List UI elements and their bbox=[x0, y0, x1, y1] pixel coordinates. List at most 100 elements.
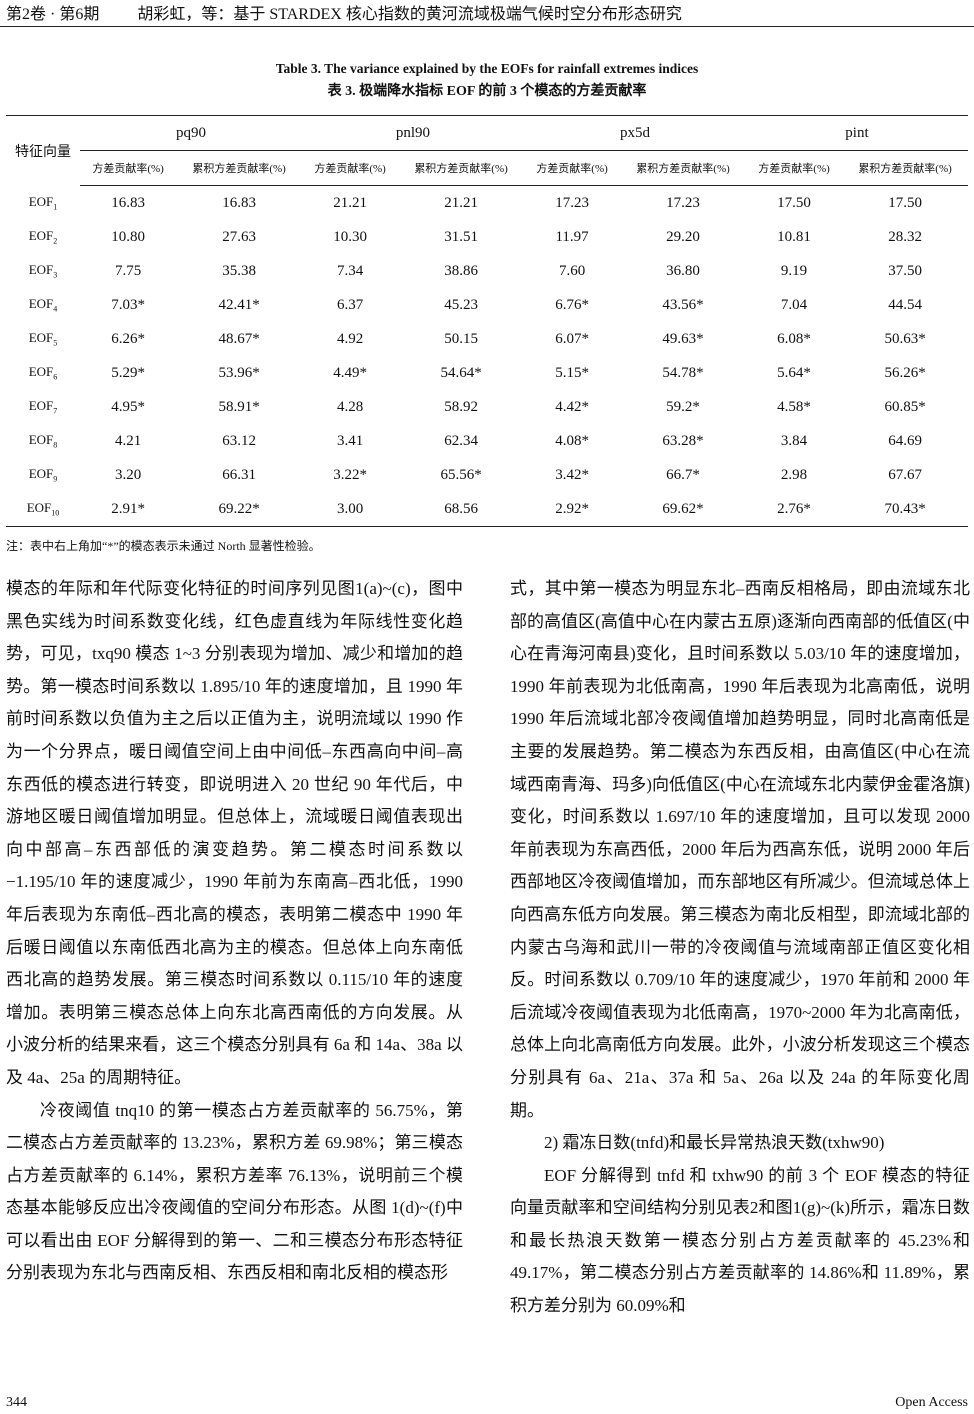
table-cell: 58.91* bbox=[218, 398, 260, 415]
table-row: EOF1 16.83 16.83 21.21 21.21 17.23 17.23 17.50 1… bbox=[6, 186, 968, 221]
row-label: EOF3 bbox=[6, 254, 80, 288]
table-cell: 36.80 bbox=[666, 262, 700, 279]
table-cell: 3.84 bbox=[780, 432, 808, 449]
table-cell: 59.2* bbox=[666, 398, 700, 415]
row-label: EOF1 bbox=[6, 186, 80, 221]
table-cell: 11.97 bbox=[555, 228, 589, 245]
running-title: 胡彩虹，等：基于 STARDEX 核心指数的黄河流域极端气候时空分布形态研究 bbox=[137, 6, 682, 23]
table-cell: 7.34 bbox=[336, 262, 364, 279]
table-row: EOF10 2.91* 69.22* 3.00 68.56 2.92* 69.62* 2.76… bbox=[6, 492, 968, 527]
table-cell: 4.08* bbox=[555, 432, 589, 449]
table-cell: 7.03* bbox=[111, 296, 145, 313]
row-label: EOF4 bbox=[6, 288, 80, 322]
table-cell: 5.15* bbox=[555, 364, 589, 381]
row-label: EOF7 bbox=[6, 390, 80, 424]
table-row: EOF9 3.20 66.31 3.22* 65.56* 3.42* 66.7* 2.98 67… bbox=[6, 458, 968, 492]
table-cell: 21.21 bbox=[333, 194, 367, 211]
table-cell: 17.50 bbox=[777, 194, 811, 211]
eof-label: EOF bbox=[28, 262, 54, 278]
table-cell: 38.86 bbox=[444, 262, 478, 279]
group-header: pq90 bbox=[175, 124, 206, 141]
table-cell: 70.43* bbox=[884, 500, 926, 517]
subheader: 方差贡献率(%) bbox=[745, 150, 843, 186]
eof-index: 7 bbox=[53, 406, 58, 416]
table-row: EOF8 4.21 63.12 3.41 62.34 4.08* 63.28* 3.84 64.… bbox=[6, 424, 968, 458]
subheader: 方差贡献率(%) bbox=[301, 150, 399, 186]
eof-label: EOF bbox=[28, 296, 54, 312]
table-cell: 16.83 bbox=[222, 194, 256, 211]
table-cell: 35.38 bbox=[222, 262, 256, 279]
table-cell: 9.19 bbox=[780, 262, 808, 279]
table-row: EOF3 7.75 35.38 7.34 38.86 7.60 36.80 9.19 37.50 bbox=[6, 254, 968, 288]
eof-label: EOF bbox=[28, 466, 54, 482]
table-cell: 10.81 bbox=[777, 228, 811, 245]
table-cell: 4.92 bbox=[336, 330, 364, 347]
table-cell: 29.20 bbox=[666, 228, 700, 245]
table-cell: 7.60 bbox=[558, 262, 586, 279]
table-cell: 50.15 bbox=[444, 330, 478, 347]
table-row: EOF5 6.26* 48.67* 4.92 50.15 6.07* 49.63* 6.08*… bbox=[6, 322, 968, 356]
eof-label: EOF bbox=[28, 432, 54, 448]
eof-index: 4 bbox=[53, 304, 58, 314]
table-cell: 4.95* bbox=[111, 398, 145, 415]
row-label: EOF2 bbox=[6, 220, 80, 254]
eof-index: 6 bbox=[53, 372, 58, 382]
paragraph: 2) 霜冻日数(tnfd)和最长异常热浪天数(txhw90) bbox=[544, 1133, 885, 1153]
table-cell: 4.21 bbox=[114, 432, 142, 449]
table-cell: 17.50 bbox=[888, 194, 922, 211]
table-cell: 2.98 bbox=[780, 466, 808, 483]
table-cell: 69.62* bbox=[662, 500, 704, 517]
eof-label: EOF bbox=[28, 398, 54, 414]
table-cell: 49.63* bbox=[662, 330, 704, 347]
table-cell: 6.76* bbox=[555, 296, 589, 313]
table-cell: 66.31 bbox=[222, 466, 256, 483]
table-cell: 50.63* bbox=[884, 330, 926, 347]
table-cell: 58.92 bbox=[444, 398, 478, 415]
table-cell: 4.28 bbox=[336, 398, 364, 415]
table-cell: 60.85* bbox=[884, 398, 926, 415]
table-row: EOF4 7.03* 42.41* 6.37 45.23 6.76* 43.56* 7.04 4… bbox=[6, 288, 968, 322]
table-note: 注：表中右上角加“*”的模态表示未通过 North 显著性检验。 bbox=[6, 539, 321, 553]
table-cell: 21.21 bbox=[444, 194, 478, 211]
eof-index: 3 bbox=[53, 270, 58, 280]
table-cell: 28.32 bbox=[888, 228, 922, 245]
table-cell: 2.92* bbox=[555, 500, 589, 517]
running-header: 第2卷 · 第6期 胡彩虹，等：基于 STARDEX 核心指数的黄河流域极端气候时… bbox=[6, 0, 682, 24]
table-cell: 63.12 bbox=[222, 432, 256, 449]
table-cell: 10.80 bbox=[111, 228, 145, 245]
table-cell: 3.41 bbox=[336, 432, 364, 449]
row-label: EOF9 bbox=[6, 458, 80, 492]
eof-index: 8 bbox=[53, 440, 58, 450]
table-cell: 65.56* bbox=[440, 466, 482, 483]
eof-label: EOF bbox=[28, 228, 54, 244]
table-cell: 4.58* bbox=[777, 398, 811, 415]
eof-label: EOF bbox=[28, 330, 54, 346]
table-cell: 4.49* bbox=[333, 364, 367, 381]
header-rule bbox=[0, 26, 974, 27]
table-cell: 3.22* bbox=[333, 466, 367, 483]
table-cell: 42.41* bbox=[218, 296, 260, 313]
publisher: Open Access bbox=[895, 1395, 968, 1410]
table-cell: 7.04 bbox=[780, 296, 808, 313]
table-cell: 17.23 bbox=[555, 194, 589, 211]
table-cell: 16.83 bbox=[111, 194, 145, 211]
table-cell: 17.23 bbox=[666, 194, 700, 211]
table-cell: 2.76* bbox=[777, 500, 811, 517]
table-cell: 6.37 bbox=[336, 296, 364, 313]
table-cell: 31.51 bbox=[444, 228, 478, 245]
table-row: EOF2 10.80 27.63 10.30 31.51 11.97 29.20 10.81 2… bbox=[6, 220, 968, 254]
eof-label: EOF bbox=[28, 193, 54, 209]
row-label: EOF6 bbox=[6, 356, 80, 390]
table-caption-zh: 表 3. 极端降水指标 EOF 的前 3 个模态的方差贡献率 bbox=[327, 84, 647, 99]
table-cell: 3.42* bbox=[555, 466, 589, 483]
row-label: EOF8 bbox=[6, 424, 80, 458]
page-number: 344 bbox=[6, 1395, 27, 1410]
table-cell: 66.7* bbox=[666, 466, 700, 483]
group-header: pint bbox=[845, 124, 869, 141]
table-cell: 27.63 bbox=[222, 228, 256, 245]
table-cell: 63.28* bbox=[662, 432, 704, 449]
subheader: 累积方差贡献率(%) bbox=[176, 150, 302, 186]
table-cell: 6.26* bbox=[111, 330, 145, 347]
group-header: px5d bbox=[619, 124, 650, 141]
body-right-column: 式，其中第一模态为明显东北–西南反相格局，即由流域东北部的高值区(高值中心在内蒙… bbox=[510, 573, 970, 1323]
